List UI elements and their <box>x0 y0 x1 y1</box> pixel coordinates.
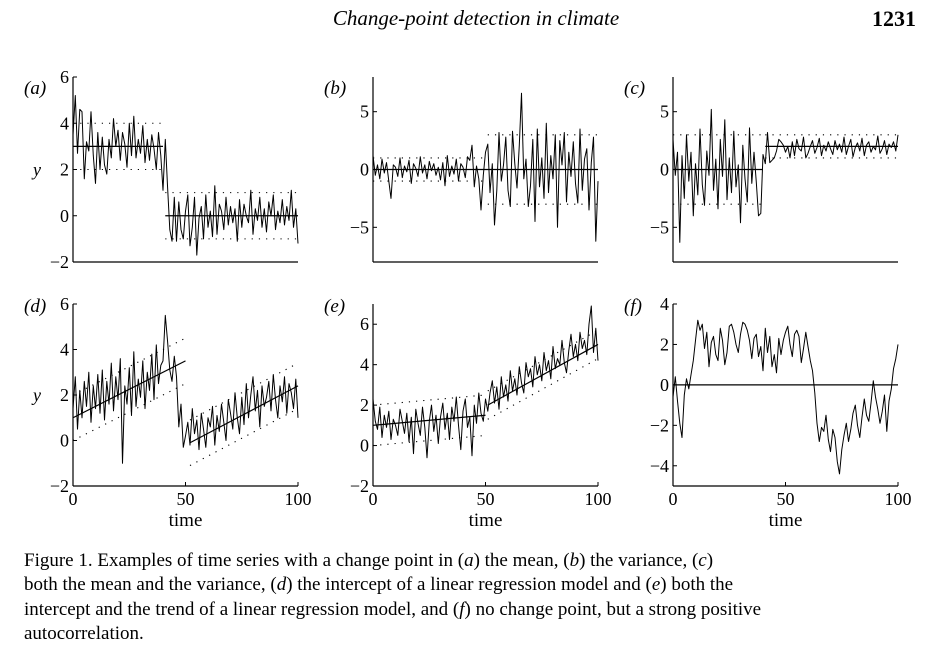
y-tick-label: 5 <box>360 102 369 122</box>
y-tick-label: 4 <box>60 340 69 360</box>
y-tick-label: 2 <box>660 334 669 354</box>
y-axis-label: y <box>31 160 41 180</box>
panel-label: (e) <box>324 296 345 317</box>
y-tick-label: 6 <box>60 294 69 314</box>
chart-panel: (a) −2 0 2 4 6 y <box>24 67 299 272</box>
panel-label: (f) <box>624 296 642 317</box>
panel-label: (a) <box>24 78 46 99</box>
interval-dotted-line <box>372 394 486 406</box>
y-tick-label: −2 <box>350 476 369 496</box>
y-tick-label: 0 <box>660 375 669 395</box>
x-tick-label: 50 <box>477 489 495 509</box>
caption-line-1: Figure 1. Examples of time series with a… <box>24 550 714 571</box>
x-tick-label: 0 <box>669 489 678 509</box>
fitted-line <box>487 343 599 406</box>
panel-label: (d) <box>24 296 46 317</box>
y-tick-label: 0 <box>60 431 69 451</box>
y-tick-label: −2 <box>50 476 69 496</box>
y-tick-label: 0 <box>360 436 369 456</box>
y-tick-label: −5 <box>650 217 669 237</box>
running-title: Change-point detection in climate <box>332 6 620 30</box>
x-tick-label: 100 <box>585 489 612 509</box>
panel-label: (c) <box>624 78 645 99</box>
series-line <box>372 305 599 459</box>
page-number: 1231 <box>872 6 916 31</box>
x-tick-label: 100 <box>885 489 912 509</box>
series-line <box>372 92 599 242</box>
fitted-line <box>189 385 299 444</box>
y-tick-label: 4 <box>360 355 369 375</box>
y-axis-label: y <box>31 385 41 405</box>
y-tick-label: 2 <box>60 160 69 180</box>
series-line <box>672 319 899 475</box>
interval-dotted-line <box>189 408 299 467</box>
x-tick-label: 50 <box>177 489 195 509</box>
fitted-line <box>372 414 486 426</box>
fitted-line <box>72 360 186 419</box>
y-tick-label: 6 <box>360 314 369 334</box>
x-tick-label: 0 <box>369 489 378 509</box>
series-line <box>72 314 299 464</box>
y-tick-label: 4 <box>60 113 69 133</box>
caption-line-3: intercept and the trend of a linear regr… <box>24 598 762 620</box>
y-tick-label: −5 <box>350 217 369 237</box>
y-tick-label: 0 <box>60 206 69 226</box>
y-tick-label: 0 <box>360 160 369 180</box>
caption-line-4: autocorrelation. <box>24 623 144 645</box>
y-tick-label: −2 <box>50 252 69 272</box>
interval-dotted-line <box>189 362 299 421</box>
series-line <box>72 95 299 256</box>
y-tick-label: 6 <box>60 67 69 87</box>
y-tick-label: 0 <box>660 160 669 180</box>
panel-label: (b) <box>324 78 346 99</box>
y-tick-label: −4 <box>650 456 669 476</box>
caption-line-2: both the mean and the variance, (d) the … <box>24 574 734 596</box>
x-axis-label: time <box>769 510 803 531</box>
y-tick-label: 2 <box>60 385 69 405</box>
series-line <box>672 108 899 243</box>
figure-caption: Figure 1. Examples of time series with a… <box>24 549 916 647</box>
y-tick-label: 5 <box>660 102 669 122</box>
x-tick-label: 100 <box>285 489 312 509</box>
chart-panel: (f) −4 −2 0 2 4 0 50 100 time <box>624 294 912 531</box>
y-tick-label: 4 <box>660 294 669 314</box>
x-tick-label: 0 <box>69 489 78 509</box>
x-axis-label: time <box>169 510 203 531</box>
y-tick-label: 2 <box>360 395 369 415</box>
x-axis-label: time <box>469 510 503 531</box>
x-tick-label: 50 <box>777 489 795 509</box>
chart-panel: (c) −5 0 5 <box>624 77 899 263</box>
y-tick-label: −2 <box>650 415 669 435</box>
interval-dotted-line <box>372 434 486 447</box>
chart-panel: (b) −5 0 5 <box>324 77 599 263</box>
